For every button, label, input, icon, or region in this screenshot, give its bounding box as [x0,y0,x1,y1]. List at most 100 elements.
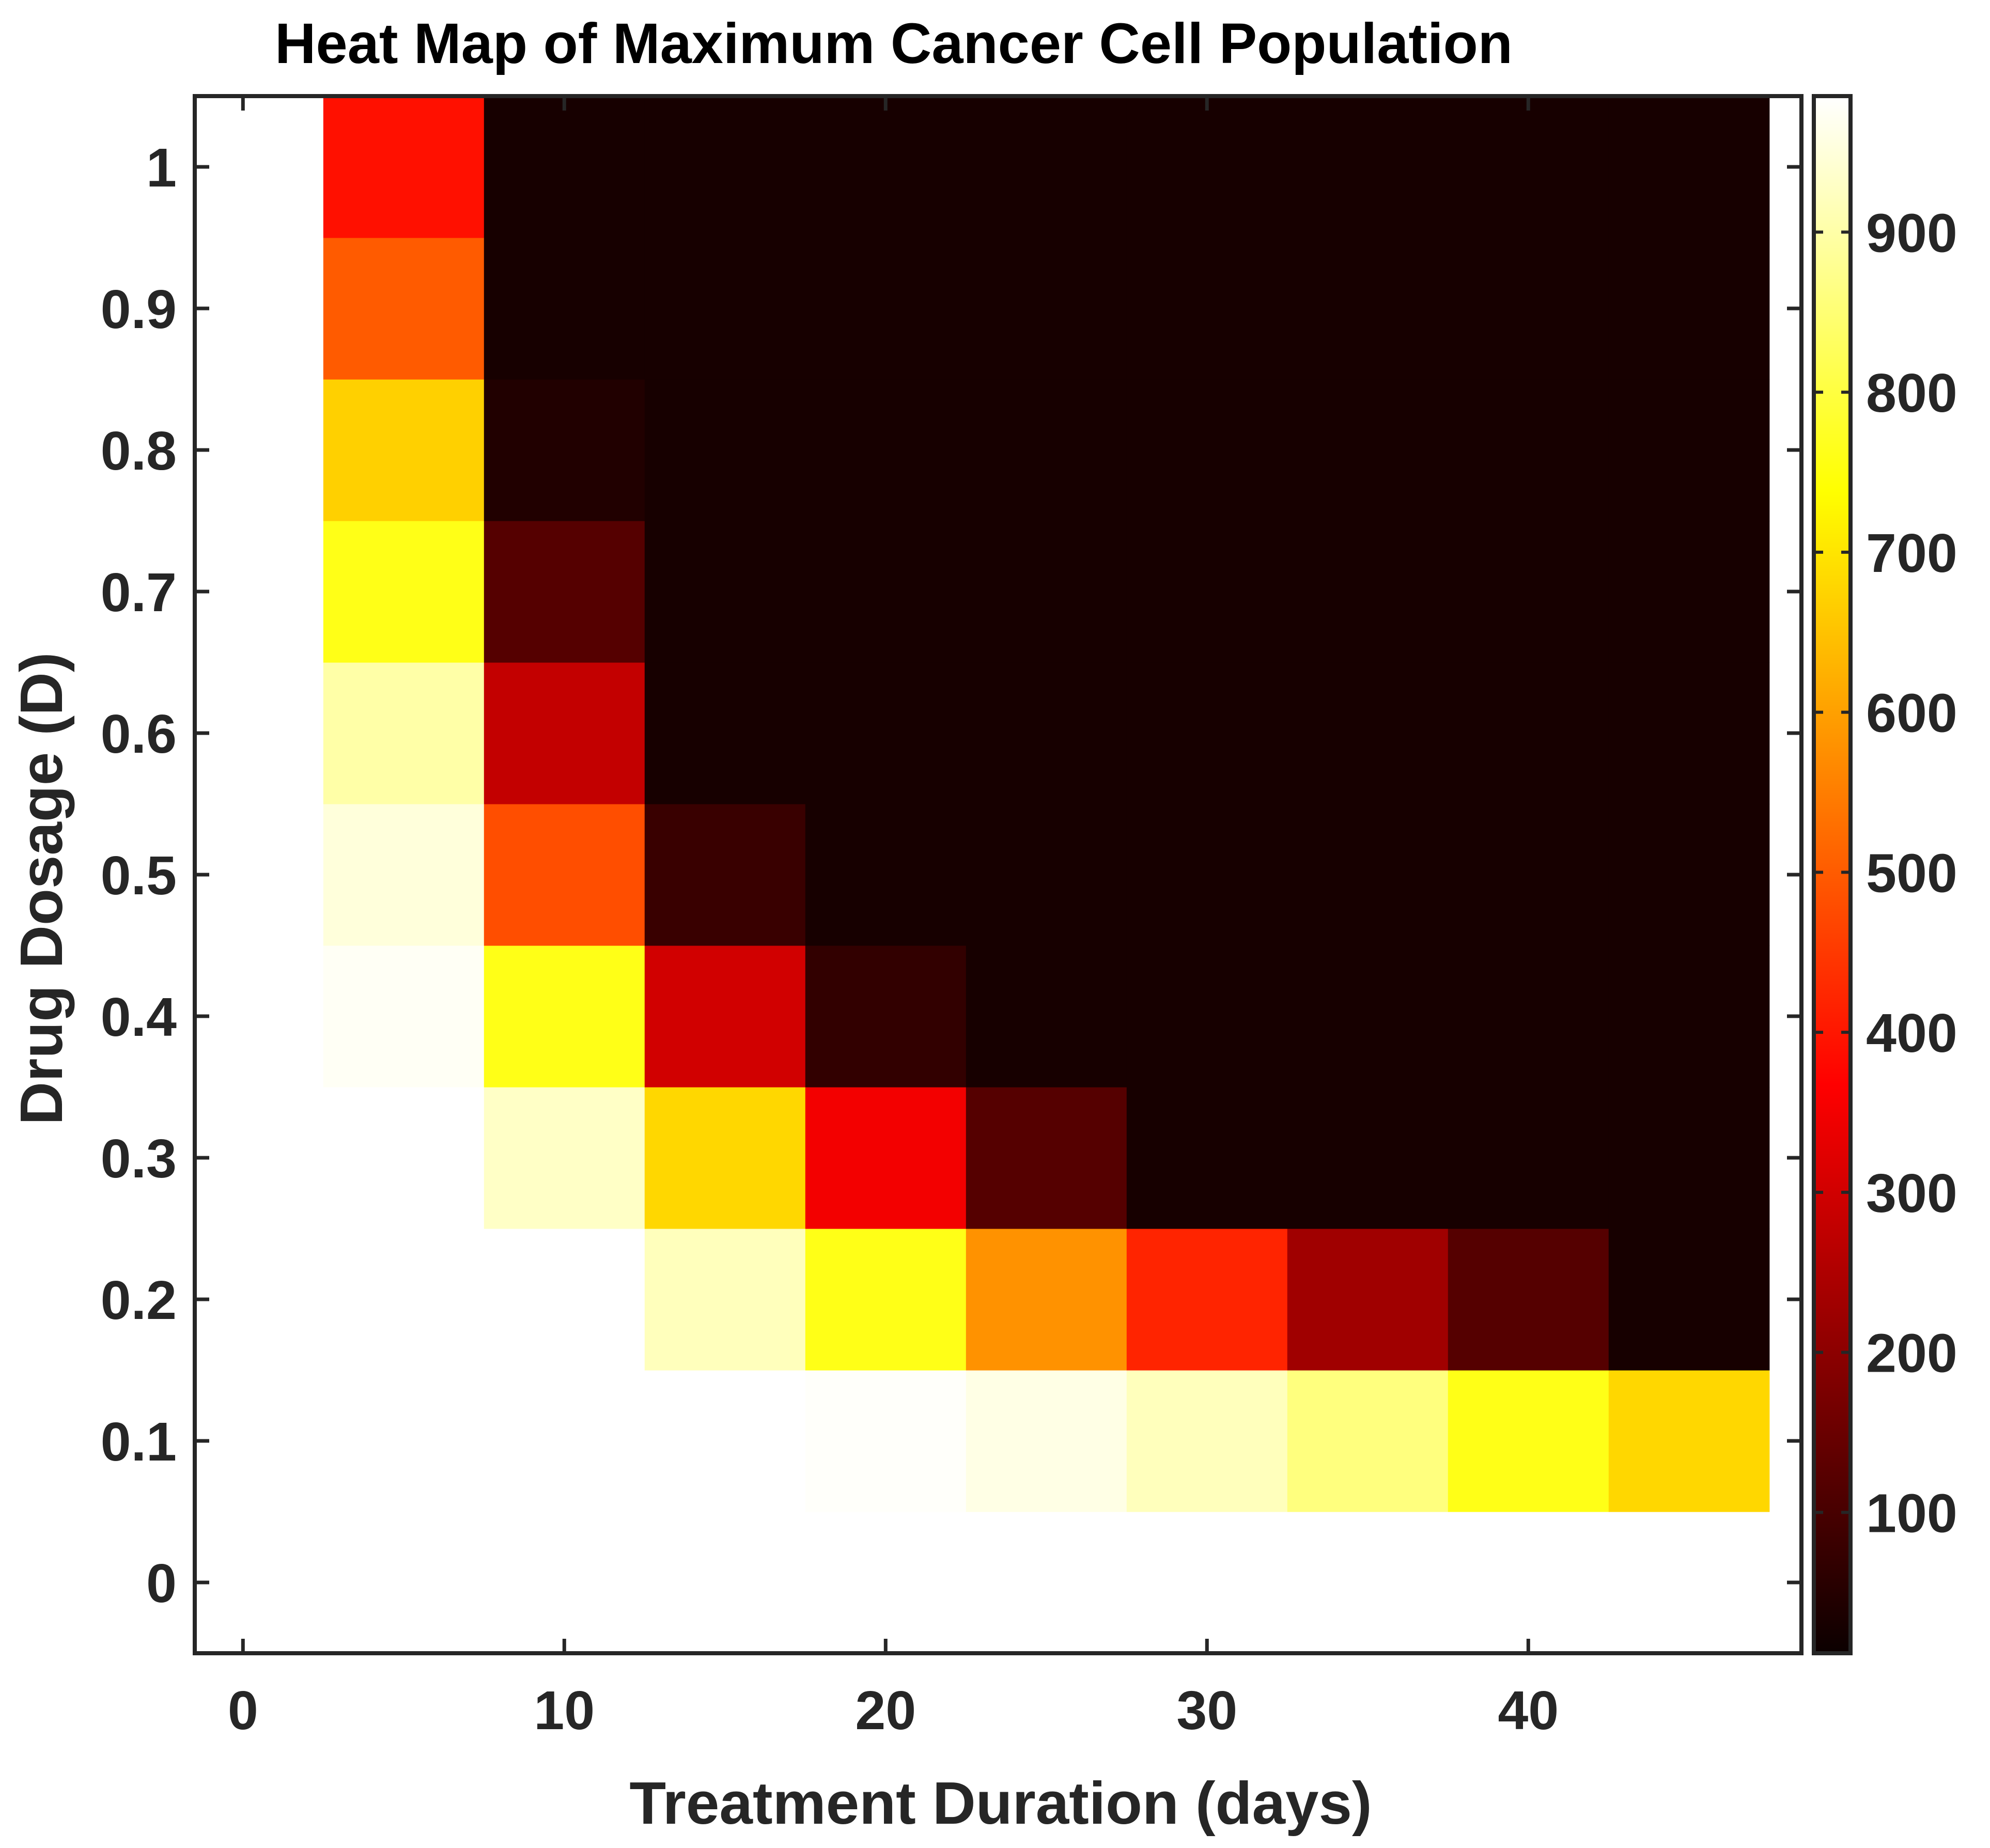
heatmap-cell [1287,96,1449,238]
heatmap-cell [484,1087,645,1229]
heatmap-cell [484,238,645,380]
heatmap-cell [323,1370,485,1512]
x-axis-label: Treatment Duration (days) [629,1769,1372,1837]
heatmap-cell [1126,238,1288,380]
heatmap-cell [1448,945,1609,1088]
heatmap-cell [805,379,967,521]
heatmap-cell [1448,804,1609,946]
y-tick-label: 0.5 [101,845,177,906]
heatmap-cell [966,96,1127,238]
heatmap-cell [1287,1229,1449,1371]
y-tick-label: 0.7 [101,562,177,623]
heatmap-cell [1448,1512,1609,1654]
heatmap-cell [1448,1229,1609,1371]
colorbar-ticks: 100 200 300 400 500 600 700 800 900 [1814,203,1957,1544]
heatmap-cell [805,238,967,380]
heatmap-cell [1608,1370,1770,1512]
heatmap-cell [1608,1512,1770,1654]
y-axis-label: Drug Dosage (D) [8,652,75,1125]
heatmap-cell [966,662,1127,804]
y-tick-label: 0.3 [101,1128,177,1189]
heatmap-cell [323,1087,485,1229]
colorbar-tick-label: 200 [1866,1323,1957,1384]
heatmap-cell [1448,1087,1609,1229]
heatmap-cell [484,1370,645,1512]
y-tick-label: 0.8 [101,421,177,482]
colorbar-gradient [1814,96,1851,1653]
heatmap-cell [805,521,967,663]
heatmap-cell [195,1229,324,1371]
heatmap-cell [966,379,1127,521]
heatmap-cell [805,1512,967,1654]
heatmap-cell [966,521,1127,663]
y-tick-label: 1 [146,137,177,198]
heatmap-cell [1608,96,1770,238]
colorbar-tick-label: 100 [1866,1483,1957,1544]
x-tick-label: 0 [228,1680,258,1741]
chart-title: Heat Map of Maximum Cancer Cell Populati… [275,12,1513,75]
heatmap-cell [484,662,645,804]
colorbar-tick-label: 600 [1866,683,1957,744]
heatmap-cell [1126,96,1288,238]
y-tick-label: 0 [146,1553,177,1614]
heatmap-cell [1287,662,1449,804]
heatmap-cell [1608,945,1770,1088]
heatmap-cell [484,1512,645,1654]
heatmap-cell [1126,662,1288,804]
heatmap-cell [484,521,645,663]
heatmap-cell [1287,1370,1449,1512]
heatmap-cell [195,96,324,238]
heatmap-cell [966,1087,1127,1229]
heatmap-cell [1287,1087,1449,1229]
x-tick-label: 30 [1176,1680,1237,1741]
heatmap-cell [195,379,324,521]
heatmap-cell [1287,238,1449,380]
heatmap-cell [1126,945,1288,1088]
heatmap-cell [805,1229,967,1371]
heatmap-cell [644,238,806,380]
heatmap-cell [323,96,485,238]
heatmap-cell [323,379,485,521]
heatmap-cell [1126,804,1288,946]
heatmap-cell [805,662,967,804]
colorbar-tick-label: 800 [1866,363,1957,424]
heatmap-cell [644,662,806,804]
heatmap-cell [1448,96,1609,238]
heatmap-cell [323,1229,485,1371]
heatmap-cell [484,804,645,946]
heatmap-cell [1448,379,1609,521]
y-tick-label: 0.6 [101,704,177,765]
heatmap-cell [805,1370,967,1512]
heatmap-cell [195,804,324,946]
x-axis-tick-labels: 0 10 20 30 40 [228,1680,1559,1741]
heatmap-cell [1608,804,1770,946]
heatmap-cell [966,1512,1127,1654]
heatmap-cell [966,1370,1127,1512]
heatmap-cell [484,1229,645,1371]
heatmap-cell [1126,1229,1288,1371]
heatmap-cell [195,1370,324,1512]
heatmap-cell [323,662,485,804]
heatmap-cell [1126,1370,1288,1512]
colorbar-frame [1812,94,1853,1655]
heatmap-cell [195,1087,324,1229]
colorbar-tick-label: 700 [1866,523,1957,584]
heatmap-cell [644,1512,806,1654]
heatmap-cell [644,945,806,1088]
heatmap-cell [323,521,485,663]
heatmap-cell [323,945,485,1088]
heatmap-cell [1287,379,1449,521]
y-tick-label: 0.4 [101,987,177,1048]
heatmap-cell [805,96,967,238]
heatmap-cell [1448,1370,1609,1512]
heatmap-cell [1448,662,1609,804]
heatmap-cell [966,238,1127,380]
heatmap-cell [1608,662,1770,804]
y-tick-label: 0.2 [101,1270,177,1331]
heatmap-cell [644,804,806,946]
axis-ticks [195,96,1801,1653]
x-tick-label: 10 [534,1680,595,1741]
heatmap-cell [1608,379,1770,521]
colorbar-tick-label: 400 [1866,1003,1957,1064]
